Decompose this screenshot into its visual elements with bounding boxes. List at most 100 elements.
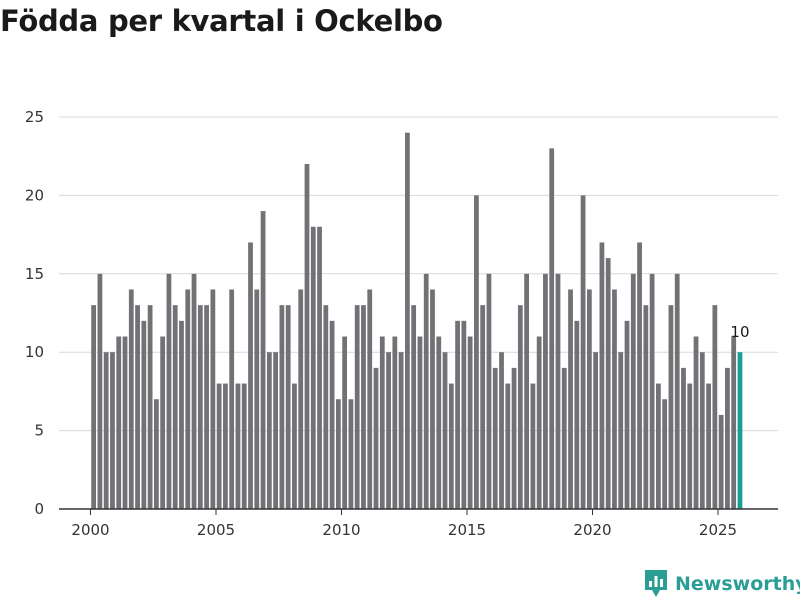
bar — [681, 367, 686, 509]
bar — [549, 148, 555, 510]
bar — [668, 305, 674, 509]
bar — [417, 336, 423, 509]
bar — [103, 352, 109, 509]
bar — [662, 399, 668, 509]
bar — [505, 383, 511, 509]
bar — [285, 305, 291, 509]
bar — [379, 336, 385, 509]
y-tick-label: 10 — [25, 343, 44, 361]
bar — [386, 352, 391, 509]
bar — [706, 383, 711, 509]
bar — [179, 320, 184, 509]
bar — [147, 305, 153, 509]
bar — [524, 273, 529, 509]
bar — [511, 367, 517, 509]
bar — [693, 336, 699, 509]
bar — [266, 352, 272, 509]
bar — [411, 305, 417, 509]
bar — [248, 242, 253, 509]
chart-title: Födda per kvartal i Ockelbo — [0, 4, 443, 38]
bar — [110, 352, 115, 509]
bar — [530, 383, 536, 509]
bar — [612, 289, 617, 509]
bar — [241, 383, 247, 509]
bar — [561, 367, 567, 509]
y-axis-ticks: 0 5 10 15 20 25 — [25, 108, 44, 518]
bar — [624, 320, 630, 509]
bar — [699, 352, 705, 509]
bar — [568, 289, 573, 509]
bar — [586, 289, 592, 509]
bar — [97, 273, 103, 509]
bar — [185, 289, 191, 509]
bar — [191, 273, 197, 509]
newsworthy-logo-icon — [645, 570, 667, 597]
bar — [599, 242, 605, 509]
bar — [197, 305, 203, 509]
bar — [536, 336, 542, 509]
x-tick-label: 2000 — [71, 521, 109, 539]
bar — [555, 273, 561, 509]
bar — [329, 320, 335, 509]
bar — [141, 320, 147, 509]
bar — [423, 273, 429, 509]
bar — [361, 305, 366, 509]
bar — [354, 305, 360, 509]
bar — [392, 336, 398, 509]
bar — [637, 242, 642, 509]
bar — [367, 289, 373, 509]
bar — [298, 289, 304, 509]
bar — [310, 226, 316, 509]
latest-value-label: 10 — [730, 323, 749, 341]
bar — [593, 352, 599, 509]
bar — [467, 336, 473, 509]
bar — [260, 211, 266, 509]
bar — [398, 352, 404, 509]
bar — [492, 367, 498, 509]
bar — [656, 383, 661, 509]
data-labels: 10 — [730, 323, 749, 341]
bar-latest — [737, 352, 743, 509]
bar — [342, 336, 348, 509]
y-tick-label: 20 — [25, 186, 44, 204]
bar — [442, 352, 448, 509]
bar — [480, 305, 486, 509]
bar — [474, 195, 479, 509]
x-tick-label: 2015 — [448, 521, 486, 539]
bar — [712, 305, 718, 509]
bar — [605, 258, 611, 509]
bar — [304, 164, 310, 510]
y-tick-label: 25 — [25, 108, 44, 126]
bar — [731, 336, 737, 509]
bar — [122, 336, 128, 509]
bar — [279, 305, 285, 509]
bar — [373, 367, 379, 509]
bar — [235, 383, 241, 509]
bar — [166, 273, 172, 509]
bar — [718, 414, 724, 509]
bar — [643, 305, 649, 509]
bar — [486, 273, 492, 509]
bar — [630, 273, 636, 509]
x-tick-label: 2020 — [573, 521, 611, 539]
bar — [499, 352, 504, 509]
bar — [405, 132, 410, 509]
bar — [216, 383, 222, 509]
bar — [335, 399, 341, 509]
bar — [128, 289, 134, 509]
bar — [674, 273, 680, 509]
y-tick-label: 15 — [25, 265, 44, 283]
bar — [461, 320, 467, 509]
bar — [273, 352, 278, 509]
bar — [116, 336, 122, 509]
bar — [323, 305, 329, 509]
bar — [223, 383, 228, 509]
x-axis: 2000 2005 2010 2015 2020 2025 — [59, 508, 778, 539]
brand: Newsworthy — [645, 570, 800, 598]
x-tick-label: 2025 — [699, 521, 737, 539]
bar — [649, 273, 655, 509]
bar — [154, 399, 159, 509]
bar — [91, 305, 97, 509]
brand-name: Newsworthy — [675, 573, 800, 595]
